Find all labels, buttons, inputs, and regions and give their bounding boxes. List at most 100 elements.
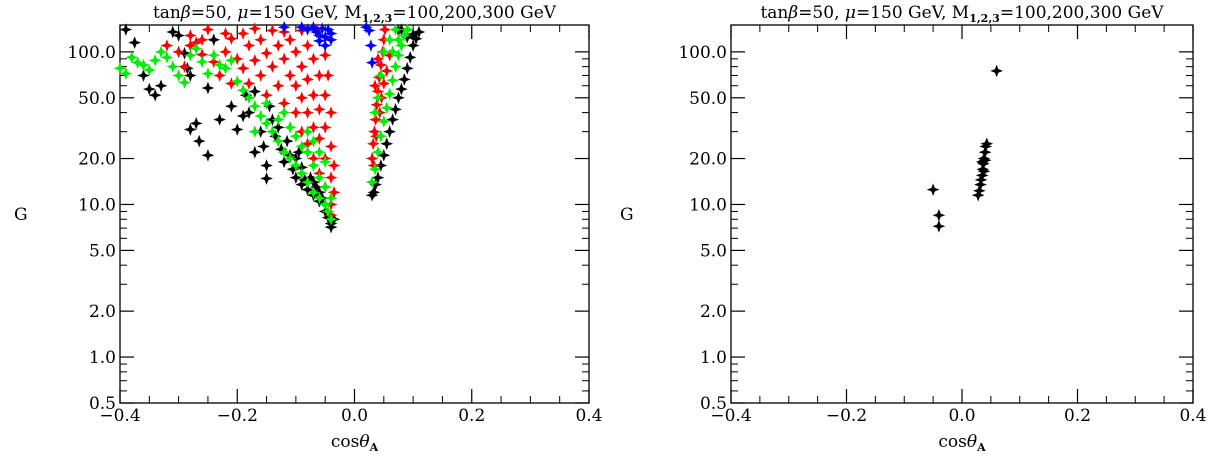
y-tick-label: 2.0 [89,302,116,322]
data-point [307,159,320,172]
y-axis-label: G [620,205,634,225]
data-point [980,137,994,151]
data-point [389,103,402,116]
data-point [277,106,291,119]
data-point [321,69,335,82]
x-tick-label: 0.4 [575,406,602,426]
data-point [137,69,150,82]
data-point [254,109,268,123]
x-tick-label: −0.2 [217,406,258,426]
data-point [318,88,332,102]
data-point [371,52,385,66]
data-point [397,73,411,86]
data-point [266,125,279,139]
data-point [248,22,262,35]
x-tick-label: −0.4 [710,406,751,426]
data-point [371,145,385,159]
data-point [307,134,320,148]
data-point [230,52,244,66]
data-point [160,51,174,64]
data-point [312,132,326,145]
data-point [148,53,162,67]
title-text: =50, [191,3,238,23]
data-point [301,73,314,86]
data-point [201,148,215,162]
data-point [236,61,250,75]
data-point [368,162,382,176]
data-point [324,171,338,184]
data-point [230,123,244,136]
data-point [368,79,382,93]
y-tick-label: 1.0 [89,348,116,368]
data-point [271,134,285,148]
data-point [365,152,379,165]
data-point [257,140,270,153]
data-point [362,24,376,37]
data-point [318,48,332,62]
data-point [978,153,992,167]
y-tick-label: 20.0 [78,150,116,170]
chart-panel-1: tanβ=50, μ=150 GeV, M1,2,3=100,200,300 G… [14,3,603,454]
data-point [154,79,168,93]
data-point [242,39,256,52]
data-point [392,33,405,47]
y-tick-label: 0.5 [89,394,116,414]
data-point [201,23,215,36]
data-point [189,117,203,130]
title-text: =100,200,300 GeV [392,3,556,23]
data-point [318,180,332,194]
title-beta: β [180,3,191,23]
data-point [301,39,314,52]
data-point [295,166,309,180]
data-point [289,171,303,184]
data-point [301,175,314,189]
data-point [254,33,268,47]
y-tick-label: 10.0 [689,195,727,215]
data-point [219,27,232,40]
data-point [389,60,402,74]
x-label-subscript: A [976,441,986,454]
data-point [312,69,326,82]
data-point [295,140,309,153]
y-tick-label: 5.0 [89,241,116,261]
data-point [412,25,426,39]
data-point [213,69,227,82]
data-point [318,121,332,134]
data-point [219,45,232,59]
data-point [406,28,420,41]
data-point [271,79,285,93]
data-point [148,88,162,102]
x-tick-label: 0.2 [1064,406,1091,426]
data-point [236,83,250,97]
data-point [377,45,391,59]
data-point [377,77,391,90]
title-mu: μ [237,3,248,23]
data-point [128,36,142,49]
data-point [380,101,394,115]
data-point [160,39,174,52]
data-point [389,23,402,36]
x-tick-label: 0.2 [458,406,485,426]
data-point [277,20,291,34]
y-tick-label: 20.0 [689,150,727,170]
data-point [377,148,391,162]
data-point [307,186,320,199]
y-tick-label: 0.5 [700,394,727,414]
series-1 [926,64,1004,233]
data-point [383,87,397,101]
data-point [990,64,1004,78]
data-point [974,173,988,187]
x-label-text: cos [938,432,966,452]
chart-title: tanβ=50, μ=150 GeV, M1,2,3=100,200,300 G… [153,3,557,25]
title-mu: μ [845,3,856,23]
data-point [266,24,279,37]
data-point [374,69,388,82]
data-point [977,164,991,178]
data-point [119,67,133,80]
data-point [213,113,227,126]
data-point [400,61,414,75]
data-point [195,33,209,47]
data-point [225,77,238,90]
